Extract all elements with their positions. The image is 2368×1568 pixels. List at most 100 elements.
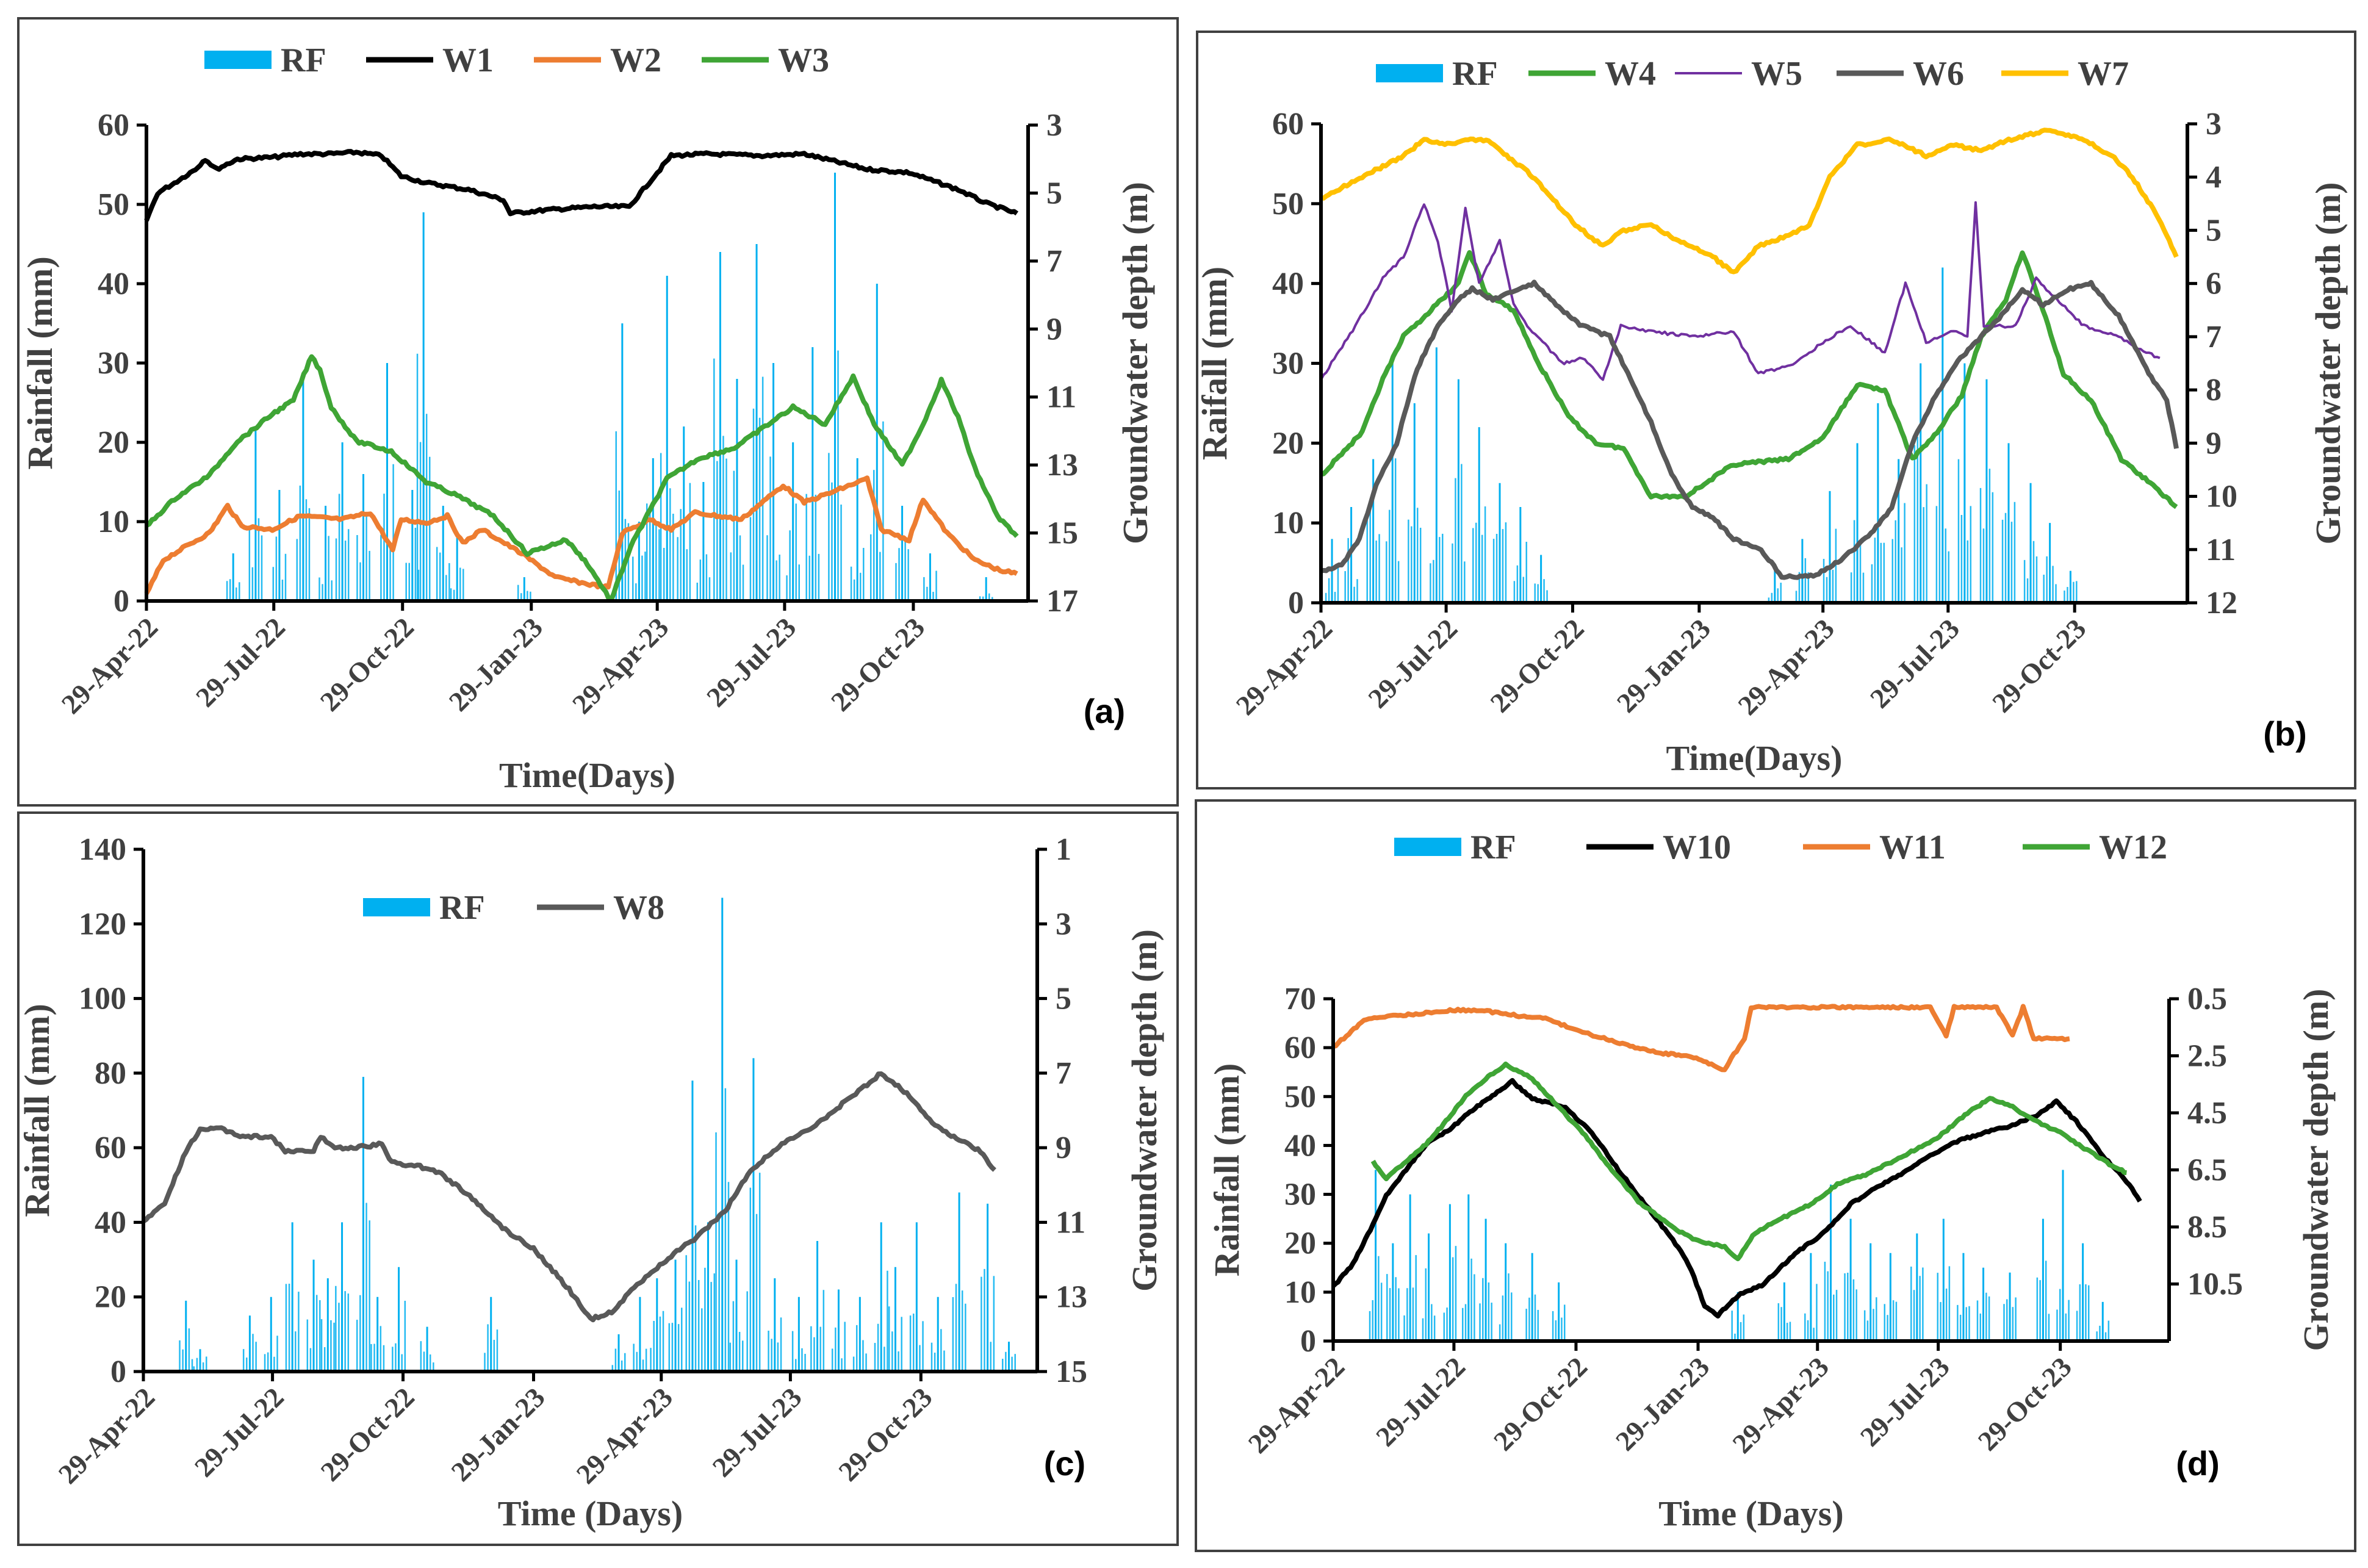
left-tick-label: 70	[1284, 982, 1316, 1016]
right-tick-label: 10	[2206, 480, 2237, 514]
left-tick-label: 10	[98, 505, 129, 539]
right-tick-label: 3	[1046, 108, 1062, 143]
series-line-w6	[1320, 279, 2179, 580]
left-tick-label: 60	[1272, 107, 1304, 142]
x-tick-label: 29-Oct-23	[832, 1381, 938, 1487]
legend-swatch-rf	[1394, 838, 1461, 856]
right-tick-label: 7	[1056, 1056, 1071, 1091]
left-tick-label: 30	[98, 346, 129, 381]
legend-label-rf: RF	[1470, 829, 1516, 866]
x-tick-label: 29-Jul-23	[706, 1381, 807, 1483]
left-tick-label: 0	[113, 584, 129, 619]
x-tick-label: 29-Oct-23	[825, 611, 930, 717]
panel-b-frame	[1196, 31, 2356, 789]
legend-label-w5: W5	[1751, 55, 1802, 93]
x-tick-label: 29-Apr-23	[570, 1381, 678, 1490]
x-tick-label: 29-Oct-22	[1488, 1351, 1593, 1456]
x-tick-label: 29-Jul-23	[1864, 613, 1965, 714]
right-tick-label: 8.5	[2187, 1210, 2227, 1245]
x-axis-label: Time (Days)	[498, 1494, 683, 1533]
right-tick-label: 4.5	[2187, 1096, 2227, 1131]
left-tick-label: 0	[1300, 1324, 1316, 1359]
legend-swatch-rf	[204, 51, 272, 69]
legend-label-w8: W8	[613, 889, 664, 927]
series-line-w11	[1333, 1004, 2070, 1073]
panel-label: (d)	[2176, 1444, 2220, 1483]
panel-a-frame	[17, 17, 1179, 807]
legend-label-w4: W4	[1605, 55, 1656, 93]
series-line-w2	[144, 475, 1018, 595]
x-tick-label: 29-Jul-22	[189, 1381, 290, 1483]
right-axis-label: Groundwater depth (m)	[2296, 989, 2336, 1351]
series-line-w4	[1320, 250, 2178, 509]
panel-label: (a)	[1084, 692, 1125, 730]
x-axis-label: Time(Days)	[499, 755, 675, 795]
left-tick-label: 50	[1284, 1079, 1316, 1114]
series-line-w7	[1321, 128, 2179, 275]
right-tick-label: 6	[2206, 267, 2222, 301]
panel-label: (c)	[1044, 1444, 1085, 1483]
left-tick-label: 20	[1284, 1226, 1316, 1261]
x-axis-label: Time(Days)	[1666, 738, 1843, 778]
x-tick-label: 29-Jan-23	[1611, 613, 1716, 718]
legend-label-w11: W11	[1879, 829, 1946, 866]
left-tick-label: 20	[98, 425, 129, 460]
left-tick-label: 60	[1284, 1030, 1316, 1065]
right-tick-label: 11	[1046, 380, 1076, 415]
right-tick-label: 13	[1056, 1280, 1087, 1315]
left-tick-label: 10	[1272, 506, 1304, 541]
x-tick-label: 29-Jul-22	[1362, 613, 1463, 714]
legend-label-rf: RF	[439, 889, 485, 927]
left-tick-label: 40	[95, 1205, 126, 1240]
right-tick-label: 15	[1046, 516, 1078, 551]
x-tick-label: 29-Oct-23	[1986, 613, 2092, 718]
x-tick-label: 29-Jul-23	[700, 611, 802, 713]
legend-label-rf: RF	[1452, 55, 1498, 93]
x-tick-label: 29-Apr-22	[1230, 613, 1339, 721]
series-line-w8	[142, 1071, 996, 1323]
left-tick-label: 50	[1272, 187, 1304, 221]
right-tick-label: 7	[1046, 244, 1062, 279]
left-tick-label: 40	[1284, 1128, 1316, 1163]
right-axis-label: Groundwater depth (m)	[2308, 182, 2348, 545]
right-tick-label: 10.5	[2187, 1267, 2243, 1302]
left-tick-label: 40	[1272, 267, 1304, 301]
x-tick-label: 29-Apr-22	[56, 611, 164, 720]
panel-a: 0 10 20 30 40 50 60 3 5 7 9 11 13 15 17 29-Apr-22 29-Jul…	[20, 41, 1155, 795]
left-axis-label: Raifall (mm)	[1195, 267, 1234, 460]
right-tick-label: 8	[2206, 373, 2222, 408]
x-tick-label: 29-Oct-22	[314, 611, 420, 717]
left-tick-label: 0	[110, 1354, 126, 1389]
right-tick-label: 15	[1056, 1354, 1087, 1389]
right-tick-label: 9	[2206, 426, 2222, 461]
panel-c-frame	[17, 811, 1179, 1546]
right-tick-label: 11	[1056, 1205, 1085, 1240]
right-tick-label: 3	[2206, 107, 2222, 142]
right-tick-label: 9	[1056, 1131, 1071, 1165]
x-tick-label: 29-Jan-23	[445, 1381, 550, 1487]
right-tick-label: 2.5	[2187, 1039, 2227, 1074]
right-axis-label: Groundwater depth (m)	[1125, 929, 1164, 1292]
series-line-w10	[1331, 1077, 2142, 1319]
x-tick-label: 29-Jan-23	[443, 611, 549, 717]
left-tick-label: 20	[95, 1280, 126, 1315]
right-tick-label: 17	[1046, 584, 1078, 619]
x-tick-label: 29-Apr-23	[1726, 1351, 1835, 1459]
right-tick-label: 13	[1046, 448, 1078, 483]
right-tick-label: 11	[2206, 533, 2236, 567]
legend-label-w10: W10	[1663, 829, 1731, 866]
series-line-w1	[144, 149, 1019, 221]
left-axis-label: Rainfall (mm)	[20, 256, 60, 470]
right-tick-label: 5	[1046, 176, 1062, 210]
x-tick-label: 29-Jan-23	[1610, 1351, 1715, 1456]
left-tick-label: 60	[95, 1131, 126, 1165]
legend-label-w2: W2	[610, 41, 661, 79]
right-tick-label: 6.5	[2187, 1153, 2227, 1188]
x-tick-label: 29-Jul-22	[1370, 1351, 1471, 1452]
left-axis-label: Rainfall (mm)	[1207, 1063, 1247, 1277]
left-tick-label: 20	[1272, 426, 1304, 461]
legend-label-w12: W12	[2099, 829, 2167, 866]
left-tick-label: 100	[79, 982, 126, 1016]
